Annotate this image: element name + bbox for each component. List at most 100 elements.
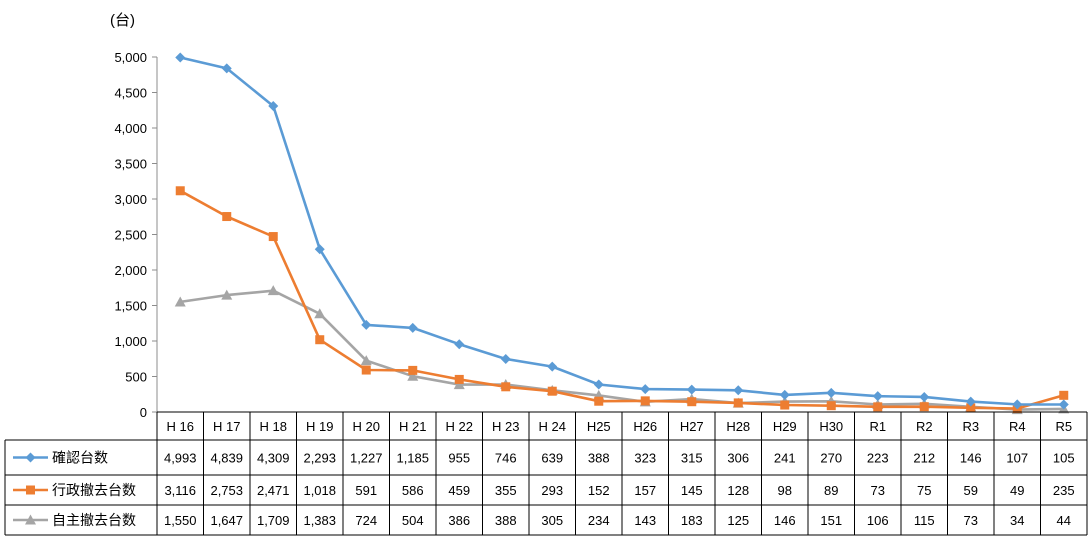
table-cell: 105 [1053,451,1075,466]
table-cell: 241 [774,451,796,466]
table-cell: 223 [867,451,889,466]
table-cell: 591 [355,483,377,498]
data-point [593,379,604,390]
y-tick-label: 1,000 [114,334,147,349]
data-point [360,355,372,366]
table-cell: 146 [774,513,796,528]
table-cell: 183 [681,513,703,528]
series-3 [174,285,1070,415]
table-cell: 234 [588,513,610,528]
data-point [733,385,744,396]
y-tick-label: 4,000 [114,121,147,136]
x-tick-label: R3 [962,419,979,434]
table-cell: 143 [634,513,656,528]
legend-label: 自主撤去台数 [52,512,136,528]
data-point [1059,390,1069,400]
table-cell: 1,227 [350,451,383,466]
data-point [873,402,883,412]
table-cell: 355 [495,483,517,498]
legend-marker [25,514,36,525]
x-tick-label: H 16 [167,419,194,434]
data-point [408,365,418,375]
table-cell: 235 [1053,483,1075,498]
data-table: H 16 H 17 H 18 H 19 H 20 H 21 H 22 H 23 H 24 H25 H… [4,411,1088,536]
table-cell: 212 [913,451,935,466]
table-cell: 1,550 [164,513,197,528]
data-point [733,398,743,408]
x-tick-label: H 24 [539,419,566,434]
series-line [179,189,1065,410]
table-cell: 1,709 [257,513,290,528]
series-lines [174,52,1070,415]
data-point [268,101,279,112]
table-cell: 125 [727,513,749,528]
data-point [407,322,418,333]
data-point [919,402,929,412]
data-point [361,365,371,375]
y-tick-label: 4,500 [114,86,147,101]
table-cell: 59 [964,483,978,498]
legend-label: 確認台数 [52,450,108,466]
table-cell: 4,993 [164,451,197,466]
data-point [826,387,837,398]
table-cell: 106 [867,513,889,528]
table-row: 行政撤去台数 3,116 2,753 2,471 1,018 591 586 459 355 29… [13,482,1075,498]
x-tick-label: R5 [1055,419,1072,434]
table-cell: 152 [588,483,610,498]
data-point [268,232,278,242]
data-point [174,296,186,307]
table-cell: 386 [448,513,470,528]
y-tick-label: 2,500 [114,228,147,243]
table-cell: 746 [495,451,517,466]
x-tick-label: H25 [587,419,611,434]
data-point [314,308,326,319]
data-point [547,386,557,396]
table-cell: 73 [964,513,978,528]
table-cell: 3,116 [164,483,196,498]
table-cell: 145 [681,483,703,498]
table-cell: 2,471 [257,483,290,498]
table-cell: 639 [541,451,563,466]
data-point [454,339,465,350]
data-point [175,186,185,196]
data-point [222,212,232,222]
data-point [687,397,697,407]
series-line [180,56,1064,406]
table-cell: 107 [1006,451,1028,466]
data-point [640,384,651,395]
data-point [221,289,233,300]
data-point [965,396,976,407]
data-point [919,391,930,402]
table-cell: 1,383 [303,513,336,528]
table-cell: 305 [541,513,563,528]
x-tick-label: R1 [869,419,886,434]
table-cell: 49 [1010,483,1024,498]
y-tick-label: 1,500 [114,299,147,314]
x-tick-label: H 19 [306,419,333,434]
table-cell: 388 [495,513,517,528]
data-point [547,361,558,372]
data-point [826,401,836,411]
data-point [453,379,465,390]
table-cell: 4,839 [210,451,243,466]
y-tick-label: 0 [140,405,147,420]
data-point [454,374,464,384]
x-tick-label: H27 [680,419,704,434]
x-tick-label: R4 [1009,419,1026,434]
legend-marker [26,485,35,495]
x-tick-label: H 18 [260,419,287,434]
data-point [966,403,976,413]
table-cell: 388 [588,451,610,466]
table-cell: 89 [824,483,838,498]
data-point [175,52,186,63]
x-tick-label: H30 [819,419,843,434]
data-point [267,285,279,296]
table-cell: 128 [727,483,749,498]
table-cell: 586 [402,483,424,498]
x-tick-label: H 20 [353,419,380,434]
data-point [1058,399,1069,410]
table-cell: 504 [402,513,424,528]
table-cell: 270 [820,451,842,466]
x-tick-label: H 17 [213,419,240,434]
table-cell: 306 [727,451,749,466]
